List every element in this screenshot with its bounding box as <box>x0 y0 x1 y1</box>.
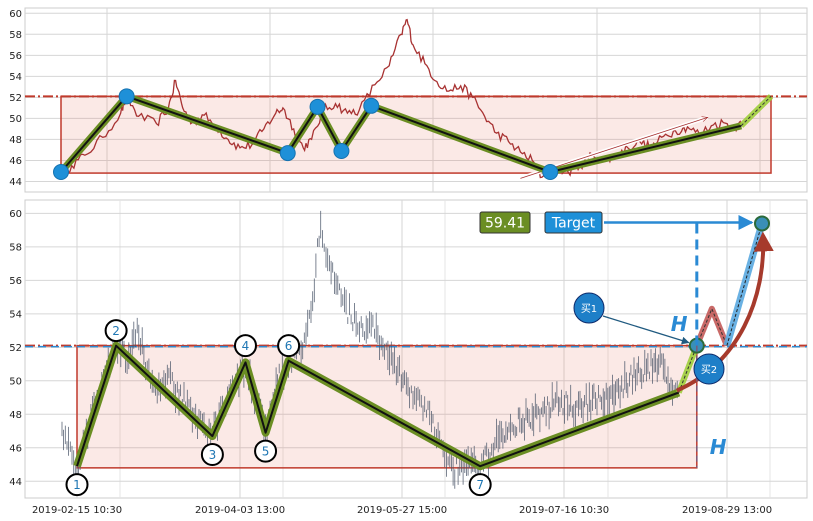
pattern-breakout-line <box>678 345 698 393</box>
overview-y-tick-label: 50 <box>9 114 22 125</box>
pattern-height-label-lower: H <box>710 435 727 459</box>
pattern-x-tick-label: 2019-02-15 10:30 <box>32 505 122 516</box>
pattern-range-box <box>76 344 698 469</box>
overview-y-tick-label: 60 <box>9 9 22 20</box>
overview-y-tick-label: 52 <box>9 93 22 104</box>
pattern-y-tick-label: 48 <box>9 410 22 421</box>
pattern-x-tick-label: 2019-05-27 15:00 <box>357 505 447 516</box>
pivot-label-circle-3 <box>200 442 224 466</box>
pattern-y-tick-label: 52 <box>9 343 22 354</box>
pivot-label-circle-7 <box>468 473 492 497</box>
pattern-y-tick-label: 46 <box>9 443 22 454</box>
pattern-target-label-badge <box>544 211 603 234</box>
pattern-y-tick-label: 50 <box>9 376 22 387</box>
overview-zigzag-line <box>60 95 742 173</box>
overview-y-tick-label: 44 <box>9 177 22 188</box>
buy-1-marker <box>573 292 605 324</box>
pattern-target-marker <box>754 215 770 232</box>
pivot-label-7: 7 <box>476 478 484 492</box>
pivot-label-circle-1 <box>65 473 89 497</box>
pattern-panel: 2019-02-15 10:30 2019-04-03 13:00 2019-05-… <box>9 199 808 516</box>
overview-y-tick-label: 46 <box>9 156 22 167</box>
pattern-target-value-text: 59.41 <box>485 216 525 232</box>
pattern-y-tick-label: 44 <box>9 477 22 488</box>
pattern-plot-area <box>24 199 808 499</box>
overview-pivot-marker-4 <box>309 98 326 115</box>
overview-y-tick-label: 56 <box>9 51 22 62</box>
pattern-y-tick-label: 58 <box>9 242 22 253</box>
overview-pivot-marker-2 <box>118 88 135 105</box>
pivot-label-5: 5 <box>262 445 270 459</box>
pattern-x-tick-label: 2019-08-29 13:00 <box>682 505 772 516</box>
buy-1-arrow <box>602 315 690 345</box>
buy-2-marker <box>693 353 725 385</box>
pivot-label-circle-2 <box>104 319 128 343</box>
pattern-zigzag-line <box>76 344 680 468</box>
pattern-height-label-upper: H <box>671 312 688 336</box>
pivot-label-circle-4 <box>233 334 257 358</box>
pivot-label-circle-5 <box>254 439 278 463</box>
pattern-pullback-line <box>696 307 728 346</box>
pivot-label-3: 3 <box>209 448 217 462</box>
pattern-y-tick-label: 56 <box>9 276 22 287</box>
overview-pivot-marker-6 <box>363 97 380 114</box>
overview-y-tick-label: 54 <box>9 72 22 83</box>
overview-pivot-marker-3 <box>279 145 296 162</box>
buy-2-label: 买2 <box>701 364 717 376</box>
pivot-label-4: 4 <box>242 339 250 353</box>
buy-1-label: 买1 <box>581 303 597 315</box>
pivot-label-2: 2 <box>112 324 120 338</box>
overview-panel: 44 46 48 50 52 54 56 58 60 <box>9 7 808 193</box>
overview-y-tick-label: 48 <box>9 135 22 146</box>
pivot-label-circle-6 <box>277 334 301 358</box>
pattern-x-tick-label: 2019-07-16 10:30 <box>519 505 609 516</box>
pattern-y-tick-label: 60 <box>9 209 22 220</box>
overview-pivot-marker-5 <box>333 142 350 159</box>
overview-breakout-line <box>740 95 772 127</box>
overview-y-tick-label: 58 <box>9 30 22 41</box>
pivot-label-1: 1 <box>73 478 81 492</box>
pattern-x-tick-label: 2019-04-03 13:00 <box>195 505 285 516</box>
pattern-y-tick-label: 54 <box>9 309 22 320</box>
overview-pivot-marker-1 <box>53 164 69 181</box>
pattern-target-value-badge <box>479 211 531 234</box>
overview-plot-area <box>24 7 808 193</box>
overview-pivot-marker-7 <box>542 164 559 181</box>
pivot-label-6: 6 <box>285 339 293 353</box>
pattern-target-label-text: Target <box>551 216 596 232</box>
